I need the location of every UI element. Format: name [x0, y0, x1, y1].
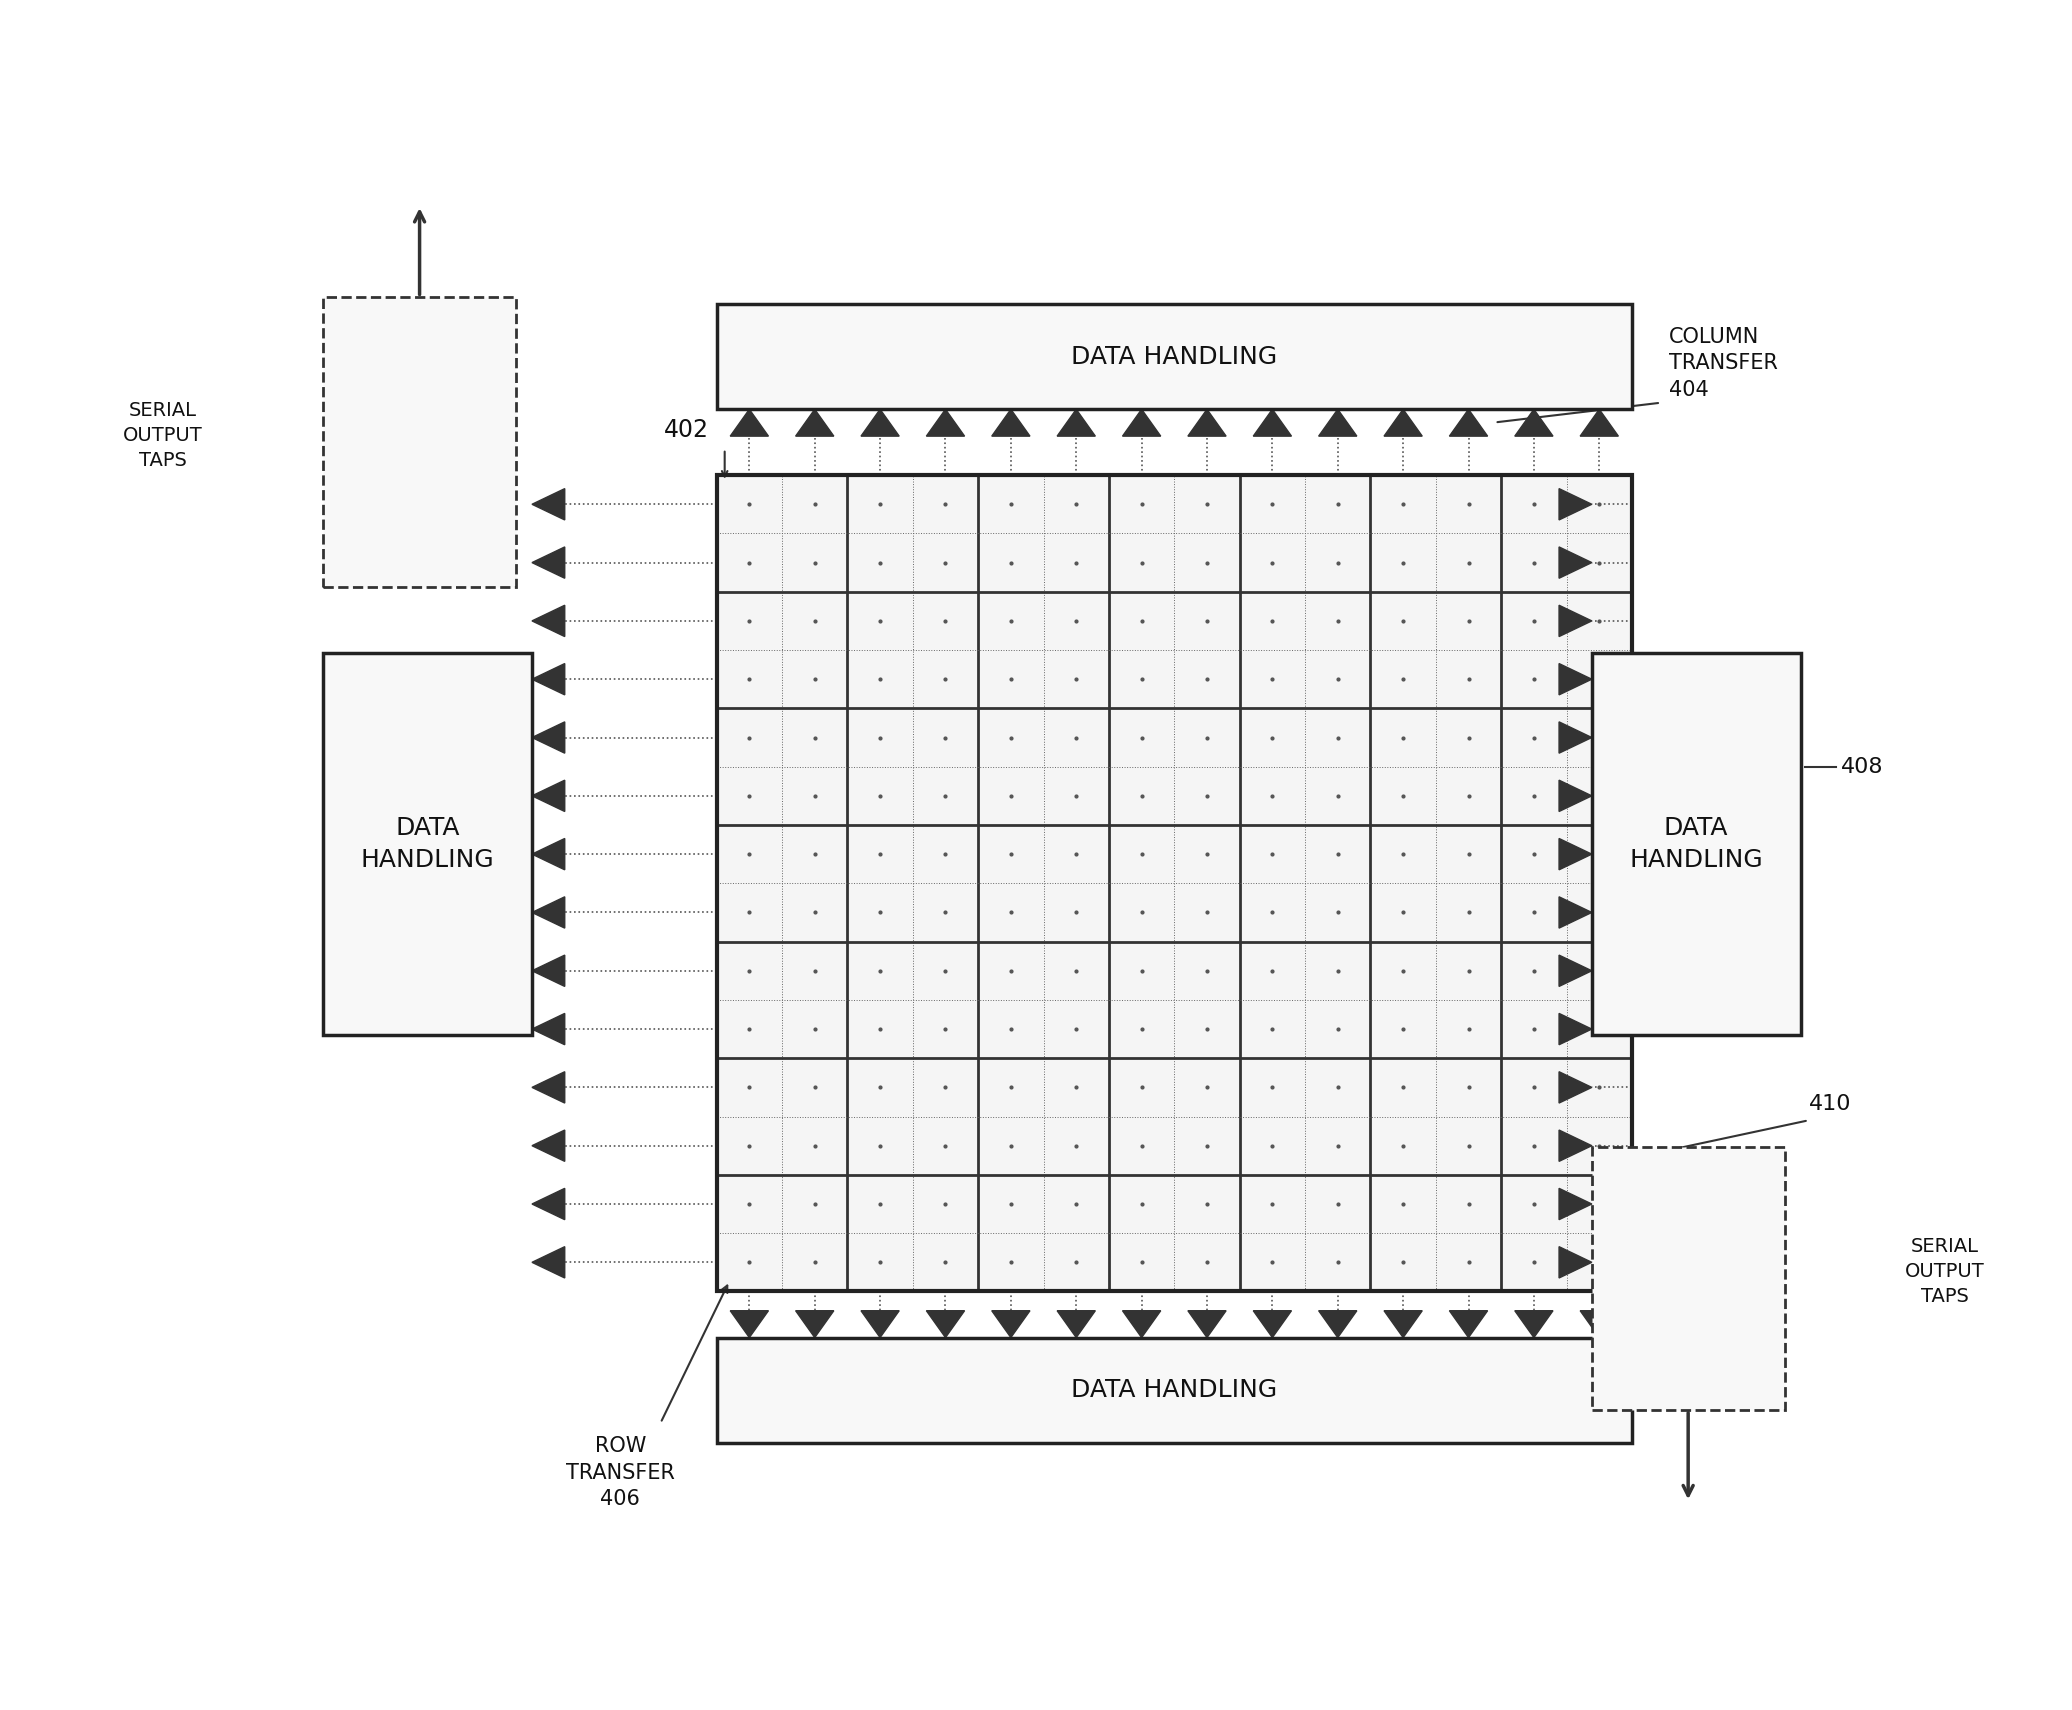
Polygon shape — [1558, 663, 1591, 694]
Text: 402: 402 — [663, 419, 709, 443]
Polygon shape — [533, 722, 566, 752]
Polygon shape — [533, 838, 566, 870]
Polygon shape — [533, 1072, 566, 1103]
Polygon shape — [1057, 409, 1096, 436]
Polygon shape — [533, 663, 566, 694]
Polygon shape — [1057, 1310, 1096, 1337]
Polygon shape — [1123, 1310, 1160, 1337]
Polygon shape — [1558, 547, 1591, 578]
Polygon shape — [1558, 1188, 1591, 1219]
Polygon shape — [1558, 489, 1591, 520]
Polygon shape — [1187, 409, 1227, 436]
Polygon shape — [1558, 780, 1591, 812]
Polygon shape — [926, 1310, 966, 1337]
Text: DATA HANDLING: DATA HANDLING — [1071, 1378, 1276, 1402]
Polygon shape — [533, 896, 566, 929]
Text: DATA
HANDLING: DATA HANDLING — [1629, 816, 1763, 872]
Text: DATA HANDLING: DATA HANDLING — [1071, 345, 1276, 369]
Polygon shape — [1318, 1310, 1357, 1337]
Bar — [717, 475, 1633, 1291]
Polygon shape — [992, 1310, 1030, 1337]
Polygon shape — [796, 1310, 833, 1337]
Polygon shape — [533, 1130, 566, 1161]
Polygon shape — [1450, 409, 1488, 436]
Polygon shape — [1384, 1310, 1421, 1337]
Text: SERIAL
OUTPUT
TAPS: SERIAL OUTPUT TAPS — [122, 402, 203, 470]
Polygon shape — [1558, 1247, 1591, 1277]
Polygon shape — [1558, 1014, 1591, 1045]
Polygon shape — [533, 1188, 566, 1219]
Polygon shape — [729, 1310, 769, 1337]
Polygon shape — [1558, 1130, 1591, 1161]
Polygon shape — [533, 489, 566, 520]
Polygon shape — [533, 780, 566, 812]
Bar — [1591, 653, 1801, 1035]
Polygon shape — [796, 409, 833, 436]
Polygon shape — [926, 409, 966, 436]
Polygon shape — [1450, 1310, 1488, 1337]
Bar — [717, 304, 1633, 409]
Polygon shape — [1318, 409, 1357, 436]
Polygon shape — [533, 956, 566, 987]
Polygon shape — [862, 409, 899, 436]
Polygon shape — [729, 409, 769, 436]
Polygon shape — [992, 409, 1030, 436]
Text: DATA
HANDLING: DATA HANDLING — [361, 816, 495, 872]
Polygon shape — [1558, 956, 1591, 987]
Polygon shape — [1384, 409, 1421, 436]
Polygon shape — [1581, 409, 1618, 436]
Bar — [323, 653, 533, 1035]
Text: ROW
TRANSFER
406: ROW TRANSFER 406 — [566, 1436, 675, 1510]
Bar — [323, 298, 516, 587]
Polygon shape — [1254, 409, 1291, 436]
Polygon shape — [1558, 722, 1591, 752]
Polygon shape — [533, 1014, 566, 1045]
Polygon shape — [1515, 1310, 1554, 1337]
Polygon shape — [1515, 409, 1554, 436]
Bar — [717, 475, 1633, 1291]
Polygon shape — [1581, 1310, 1618, 1337]
Polygon shape — [533, 1247, 566, 1277]
Polygon shape — [1254, 1310, 1291, 1337]
Polygon shape — [1558, 1072, 1591, 1103]
Bar — [1591, 1147, 1784, 1411]
Polygon shape — [533, 547, 566, 578]
Polygon shape — [1558, 838, 1591, 870]
Text: SERIAL
OUTPUT
TAPS: SERIAL OUTPUT TAPS — [1906, 1238, 1985, 1306]
Text: 410: 410 — [1809, 1094, 1850, 1113]
Polygon shape — [862, 1310, 899, 1337]
Polygon shape — [1187, 1310, 1227, 1337]
Polygon shape — [1558, 896, 1591, 929]
Text: 408: 408 — [1840, 758, 1883, 778]
Polygon shape — [533, 605, 566, 636]
Polygon shape — [1123, 409, 1160, 436]
Bar — [717, 1337, 1633, 1443]
Text: COLUMN
TRANSFER
404: COLUMN TRANSFER 404 — [1668, 327, 1778, 400]
Polygon shape — [1558, 605, 1591, 636]
